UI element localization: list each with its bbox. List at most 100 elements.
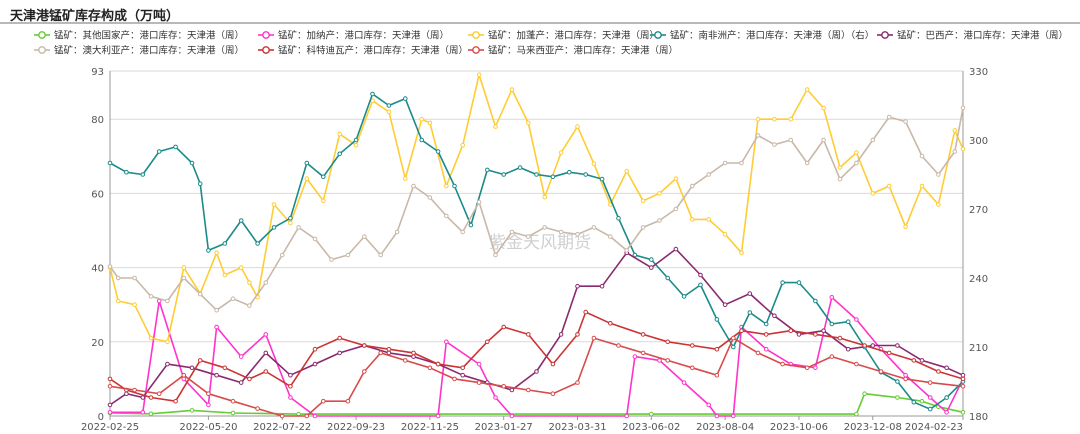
data-point (214, 372, 219, 378)
legend-entry-label: 锰矿：加蓬产：港口库存：天津港（周） (488, 30, 659, 42)
data-point (591, 225, 597, 230)
data-point (936, 369, 941, 374)
data-point (148, 335, 154, 341)
data-point (698, 272, 703, 278)
data-point (501, 172, 507, 177)
data-point (345, 252, 351, 258)
data-point (181, 265, 187, 270)
data-point (509, 87, 515, 92)
data-point (903, 376, 908, 382)
data-point (558, 332, 564, 337)
data-point (197, 181, 203, 186)
data-point (403, 96, 408, 101)
data-point (132, 302, 137, 308)
data-point (870, 191, 876, 196)
data-point (960, 376, 966, 382)
data-point (362, 369, 367, 374)
data-point (534, 369, 539, 374)
data-point (386, 109, 392, 115)
y-right-tick-label: 180 (969, 412, 988, 423)
data-point (854, 160, 859, 166)
x-tick-label: 2022-05-20 (179, 422, 237, 433)
data-point (271, 202, 277, 207)
data-point (107, 376, 113, 382)
data-point (427, 365, 433, 371)
data-point (542, 225, 548, 230)
data-point (148, 395, 154, 400)
x-tick-label: 2023-08-04 (696, 422, 754, 433)
data-point (845, 346, 851, 352)
x-tick-label: 2023-06-02 (622, 422, 680, 433)
data-point (591, 161, 597, 166)
data-point (788, 137, 794, 143)
data-point (649, 411, 654, 417)
data-point (927, 406, 933, 412)
x-tick-label: 2022-02-25 (81, 422, 139, 433)
data-point (739, 250, 744, 256)
data-point (476, 72, 482, 77)
data-point (526, 120, 531, 126)
data-point (288, 372, 293, 378)
data-point (493, 395, 498, 400)
data-point (714, 372, 720, 378)
data-point (107, 384, 113, 389)
legend-entry-label: 锰矿：科特迪瓦产：港口库存：天津港（周） (278, 45, 468, 57)
data-point (550, 174, 556, 180)
data-point (640, 350, 646, 356)
data-point (722, 160, 728, 166)
legend-entry-label: 锰矿：其他国家产：港口库存：天津港（周） (54, 30, 244, 42)
legend-swatch-marker (472, 31, 480, 39)
data-point (690, 365, 695, 371)
legend-swatch-marker (881, 31, 889, 39)
data-point (140, 395, 146, 400)
data-point (813, 365, 818, 371)
data-point (132, 275, 137, 281)
data-point (575, 380, 580, 385)
data-point (509, 229, 515, 235)
data-point (452, 376, 457, 382)
data-point (107, 402, 113, 408)
data-point (747, 310, 753, 315)
y-right-tick-label: 210 (969, 343, 988, 354)
data-point (608, 321, 613, 326)
data-point (936, 202, 941, 207)
data-point (927, 395, 933, 400)
data-point (813, 332, 818, 337)
data-point (378, 252, 384, 258)
data-point (107, 160, 113, 166)
data-point (419, 137, 425, 143)
data-point (378, 350, 384, 356)
data-point (206, 248, 211, 253)
data-point (427, 195, 433, 200)
data-point (854, 361, 859, 367)
data-point (657, 218, 662, 223)
data-point (468, 222, 474, 228)
data-point (649, 257, 654, 262)
data-point (263, 280, 269, 285)
data-point (919, 183, 925, 189)
legend-swatch-marker (38, 31, 46, 39)
data-point (509, 413, 515, 419)
data-point (403, 358, 408, 363)
data-point (189, 408, 195, 413)
data-point (214, 250, 219, 256)
data-point (747, 291, 753, 296)
data-point (895, 343, 900, 348)
data-point (173, 144, 178, 150)
data-point (657, 191, 662, 196)
data-point (911, 358, 917, 363)
data-point (485, 339, 490, 345)
data-point (444, 183, 449, 189)
data-point (288, 215, 293, 221)
data-point (714, 317, 720, 322)
data-point (427, 120, 433, 126)
data-point (780, 361, 785, 367)
data-point (837, 165, 843, 170)
data-point (796, 332, 802, 337)
data-point (312, 413, 318, 419)
y-left-tick-label: 40 (91, 264, 104, 275)
data-point (197, 291, 203, 297)
data-point (788, 328, 794, 334)
x-tick-label: 2024-02-23 (905, 422, 963, 433)
